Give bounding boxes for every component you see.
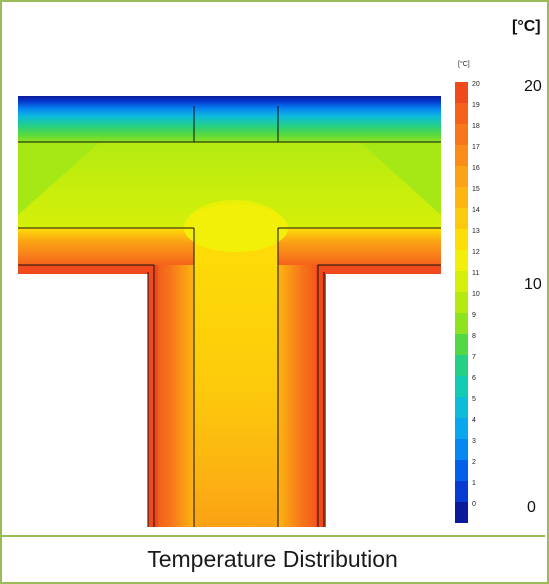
legend-color-bar (455, 82, 468, 523)
legend-tick-label: 0 (472, 501, 476, 508)
legend-swatch (455, 397, 468, 418)
legend-swatch (455, 208, 468, 229)
legend-swatch (455, 82, 468, 103)
figure-caption: Temperature Distribution (147, 545, 398, 572)
legend-swatch (455, 292, 468, 313)
legend-tick-label: 4 (472, 417, 476, 424)
legend-tick-label: 15 (472, 186, 480, 193)
legend-tick-label: 8 (472, 333, 476, 340)
legend-swatch (455, 187, 468, 208)
legend-tick-label: 5 (472, 396, 476, 403)
legend-tick-label: 12 (472, 249, 480, 256)
legend-tick-label: 16 (472, 165, 480, 172)
legend-swatch (455, 355, 468, 376)
surface-strip-left-v (148, 265, 158, 527)
legend-tick-label: 7 (472, 354, 476, 361)
axis-label-top: 20 (524, 78, 542, 95)
legend-tick-label: 19 (472, 102, 480, 109)
legend-swatch (455, 103, 468, 124)
legend-tick-label: 14 (472, 207, 480, 214)
legend-swatch (455, 166, 468, 187)
wall-top-warm (184, 204, 288, 252)
legend-tick-label: 13 (472, 228, 480, 235)
geometry-outline (18, 106, 441, 527)
legend-swatch (455, 481, 468, 502)
surface-strip-right (318, 265, 441, 273)
legend-swatch (455, 145, 468, 166)
legend-tick-label: 17 (472, 144, 480, 151)
axis-label-mid: 10 (524, 276, 542, 293)
wall-core (194, 228, 278, 527)
legend-tick-label: 11 (472, 270, 479, 277)
legend-tick-label: 6 (472, 375, 476, 382)
legend-unit: [°C] (458, 60, 470, 68)
legend-swatch (455, 439, 468, 460)
legend-tick-label: 1 (472, 480, 476, 487)
legend-swatch (455, 250, 468, 271)
axis-unit-label: [°C] (512, 18, 541, 35)
surface-strip-left (18, 265, 154, 273)
legend-tick-label: 3 (472, 438, 476, 445)
axis-label-bottom: 0 (527, 499, 536, 516)
legend-swatch (455, 418, 468, 439)
corner-cool-left (18, 142, 100, 215)
legend-swatch (455, 271, 468, 292)
legend-tick-label: 18 (472, 123, 480, 130)
caption-divider (0, 535, 545, 537)
legend-tick-label: 2 (472, 459, 476, 466)
cold-layer (18, 96, 441, 142)
legend-tick-label: 10 (472, 291, 480, 298)
corner-cool-right (360, 142, 441, 215)
legend-tick-label: 20 (472, 81, 480, 88)
legend-swatch (455, 334, 468, 355)
legend-swatch (455, 376, 468, 397)
surface-strip-right-v (316, 265, 326, 527)
legend-swatch (455, 502, 468, 523)
legend-swatch (455, 124, 468, 145)
legend-swatch (455, 313, 468, 334)
legend-swatch (455, 460, 468, 481)
legend-tick-label: 9 (472, 312, 476, 319)
legend-swatch (455, 229, 468, 250)
